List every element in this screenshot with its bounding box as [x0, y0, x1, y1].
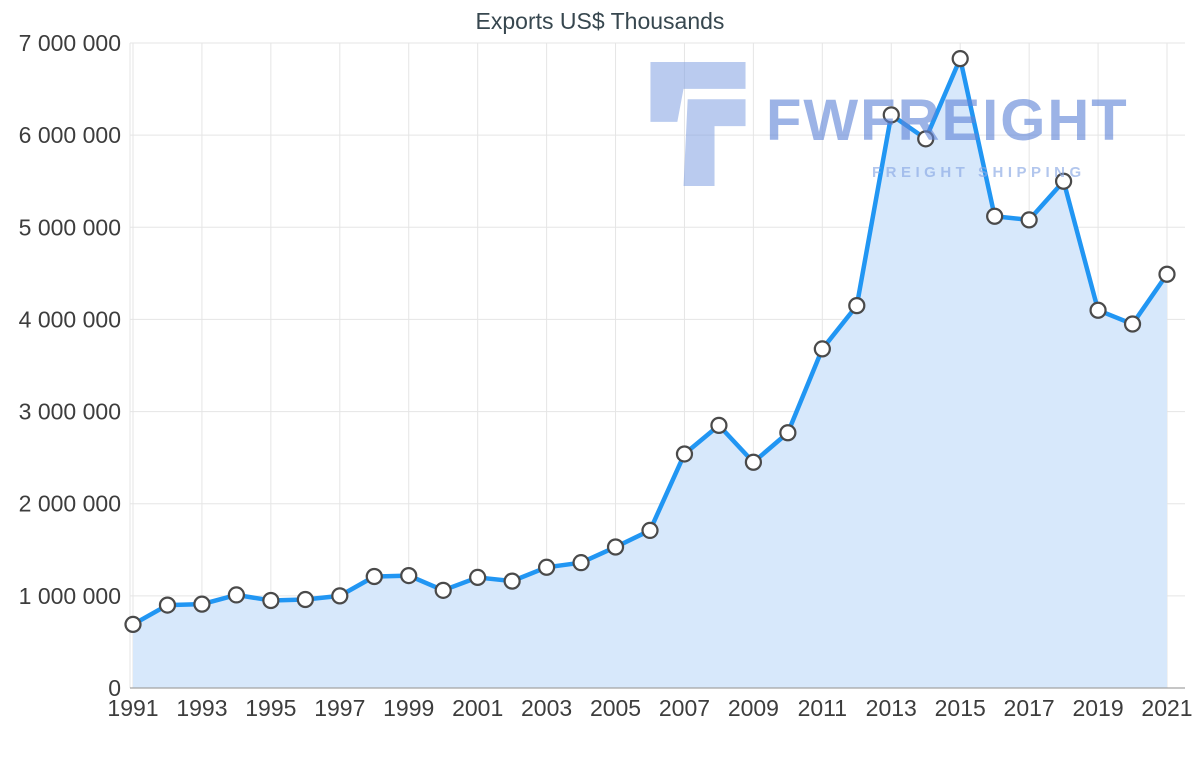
data-point-marker: [296, 590, 314, 609]
data-point-marker: [1123, 315, 1142, 333]
data-point-marker: [537, 558, 556, 576]
x-axis-label: 2005: [590, 695, 641, 721]
data-point-marker: [469, 568, 487, 587]
data-point-marker: [779, 424, 797, 442]
data-point-marker: [1089, 301, 1107, 319]
x-axis-label: 2013: [866, 695, 917, 721]
data-point-marker: [262, 591, 280, 610]
data-point-marker: [606, 538, 625, 556]
data-point-marker: [1020, 211, 1038, 229]
x-axis-label: 2007: [659, 695, 710, 721]
chart-title: Exports US$ Thousands: [475, 8, 725, 34]
data-point-marker: [124, 615, 142, 634]
data-point-marker: [813, 340, 831, 358]
data-point-marker: [503, 572, 521, 590]
data-point-marker: [710, 416, 728, 435]
data-point-marker: [848, 296, 866, 315]
data-point-marker: [365, 567, 383, 586]
x-axis-label: 2019: [1072, 695, 1123, 721]
y-axis-label: 4 000 000: [19, 306, 121, 332]
data-point-marker: [1054, 172, 1073, 190]
data-point-marker: [1158, 265, 1176, 283]
x-axis-label: 1999: [383, 695, 434, 721]
x-axis-label: 2001: [452, 695, 503, 721]
x-axis-label: 2017: [1004, 695, 1055, 721]
data-point-marker: [951, 50, 969, 68]
x-axis-label: 2021: [1141, 695, 1192, 721]
data-point-marker: [986, 207, 1004, 225]
data-point-marker: [193, 595, 211, 613]
x-axis-label: 1997: [314, 695, 365, 721]
y-axis-label: 0: [108, 675, 121, 701]
data-point-marker: [227, 586, 246, 604]
data-point-marker: [744, 453, 763, 471]
y-axis-label: 2 000 000: [19, 491, 121, 517]
x-axis-label: 2009: [728, 695, 779, 721]
data-point-marker: [572, 554, 590, 572]
area-fill: [133, 58, 1167, 688]
data-point-marker: [331, 587, 349, 605]
x-axis-label: 1993: [176, 695, 227, 721]
x-axis-label: 1995: [245, 695, 296, 721]
y-axis-label: 5 000 000: [19, 214, 121, 240]
x-axis-label: 2003: [521, 695, 572, 721]
data-point-marker: [882, 106, 900, 124]
data-point-marker: [675, 445, 694, 463]
x-axis-label: 2011: [798, 695, 847, 721]
data-point-marker: [917, 130, 935, 148]
data-point-marker: [434, 581, 452, 599]
y-axis-label: 1 000 000: [19, 583, 121, 609]
x-axis-label: 2015: [935, 695, 986, 721]
y-axis-label: 6 000 000: [19, 122, 121, 148]
y-axis-label: 7 000 000: [19, 30, 121, 56]
data-point-marker: [641, 521, 659, 540]
data-point-marker: [400, 566, 418, 585]
data-point-marker: [158, 596, 177, 614]
y-axis-label: 3 000 000: [19, 399, 121, 425]
x-axis-label: 1991: [107, 695, 158, 721]
